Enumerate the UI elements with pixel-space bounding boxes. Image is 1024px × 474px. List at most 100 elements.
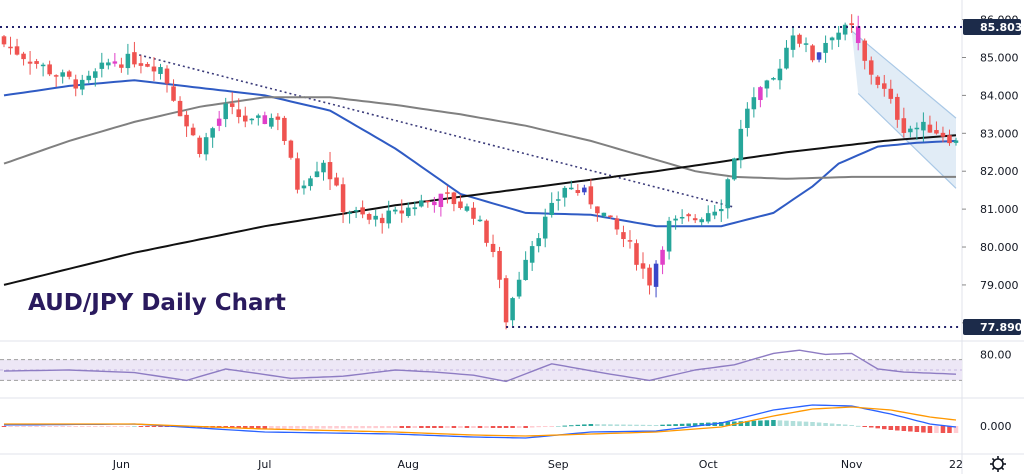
candle: [523, 251, 528, 281]
macd-histogram-bar: [353, 426, 359, 429]
candle: [158, 63, 163, 80]
macd-histogram-bar: [536, 426, 541, 428]
candle: [438, 193, 444, 217]
candle: [582, 184, 587, 196]
macd-histogram-bar: [406, 426, 411, 428]
level-price-label: 77.890: [980, 321, 1023, 334]
candle: [679, 209, 685, 225]
candle: [562, 185, 568, 207]
macd-indicator: 0.000: [1, 404, 1012, 439]
candle: [66, 69, 72, 80]
macd-histogram-bar: [40, 426, 46, 427]
macd-histogram-bar: [327, 426, 333, 429]
candle: [555, 191, 561, 211]
macd-histogram-bar: [836, 424, 841, 426]
candle: [177, 96, 183, 117]
macd-histogram-bar: [882, 426, 887, 430]
macd-histogram-bar: [510, 426, 515, 428]
level-price-tag: [963, 19, 1021, 36]
candle: [458, 194, 463, 210]
candle: [705, 205, 711, 224]
macd-histogram-bar: [484, 426, 489, 428]
macd-histogram-bar: [34, 426, 39, 427]
macd-histogram-bar: [523, 426, 528, 428]
candle: [647, 264, 652, 295]
macd-histogram-bar: [125, 426, 131, 427]
macd-histogram-bar: [340, 426, 346, 429]
macd-histogram-bar: [379, 426, 385, 429]
candle: [314, 161, 320, 178]
macd-histogram-bar: [66, 426, 72, 427]
macd-histogram-bar: [790, 421, 796, 426]
candle: [751, 87, 757, 118]
macd-histogram-bar: [249, 426, 255, 429]
macd-histogram-bar: [1, 426, 7, 427]
candle: [699, 217, 704, 226]
macd-histogram-bar: [288, 426, 294, 429]
macd-histogram-bar: [399, 426, 405, 428]
candle: [197, 135, 202, 158]
candle: [353, 206, 359, 218]
candle: [895, 93, 900, 128]
macd-histogram-bar: [112, 426, 118, 427]
macd-histogram-bar: [771, 420, 776, 426]
candle: [868, 56, 874, 85]
macd-histogram-bar: [921, 426, 926, 433]
candle: [882, 74, 887, 97]
macd-histogram-bar: [301, 426, 307, 429]
candle: [373, 209, 378, 227]
macd-histogram-bar: [875, 426, 881, 429]
candle: [634, 239, 639, 271]
macd-histogram-bar: [842, 424, 848, 426]
candle: [477, 215, 483, 223]
settings-gear-icon[interactable]: [990, 456, 1006, 472]
candle: [184, 111, 189, 137]
candle: [666, 216, 672, 260]
candle: [386, 200, 391, 229]
macd-histogram-bar: [438, 426, 444, 428]
candle: [425, 200, 431, 208]
candle: [53, 74, 59, 88]
candle: [249, 118, 255, 125]
time-tick-label: Jun: [112, 458, 130, 471]
candle: [940, 126, 946, 143]
candle: [327, 151, 333, 190]
macd-histogram-bar: [158, 426, 163, 427]
candle: [256, 113, 261, 126]
candle: [79, 74, 85, 96]
candle: [190, 123, 196, 137]
macd-histogram-bar: [445, 426, 450, 428]
candle: [242, 106, 248, 128]
macd-histogram-bar: [621, 424, 626, 426]
macd-histogram-bar: [229, 426, 235, 429]
candle: [673, 215, 678, 230]
macd-histogram-bar: [392, 426, 398, 428]
candle: [295, 152, 300, 194]
candle: [236, 98, 242, 124]
price-tick-label: 84.000: [980, 89, 1019, 102]
macd-histogram-bar: [93, 426, 98, 427]
macd-histogram-bar: [425, 426, 431, 428]
macd-histogram-bar: [490, 426, 496, 428]
channel-upper-line: [851, 30, 957, 119]
candle: [14, 38, 20, 56]
macd-histogram-bar: [634, 424, 639, 426]
candle: [321, 160, 326, 181]
candle: [953, 137, 959, 146]
macd-histogram-bar: [888, 426, 894, 430]
macd-histogram-bar: [582, 424, 587, 426]
candle: [490, 234, 496, 258]
candle: [569, 180, 574, 190]
macd-histogram-bar: [334, 426, 339, 429]
ma-long-line: [3, 134, 957, 286]
candle: [216, 110, 222, 132]
macd-histogram-bar: [497, 426, 502, 428]
candle: [340, 177, 346, 224]
macd-histogram-bar: [464, 426, 470, 428]
macd-histogram-bar: [8, 426, 13, 427]
candle: [875, 75, 881, 89]
chart-title: AUD/JPY Daily Chart: [28, 290, 286, 316]
candle: [282, 115, 287, 145]
time-tick-label: Oct: [699, 458, 719, 471]
candle: [621, 225, 626, 248]
